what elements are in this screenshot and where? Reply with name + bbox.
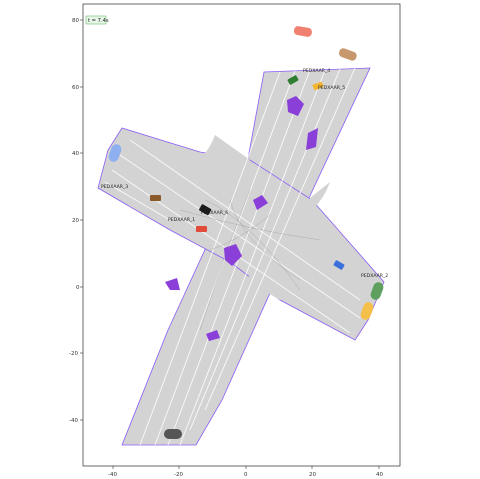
- crosswalk-blob-upper-right: [306, 128, 318, 150]
- x-axis: -40 -20 0 20 40: [108, 466, 383, 478]
- vehicle-red-car-center: [196, 226, 207, 232]
- x-tick-label: 20: [309, 472, 316, 478]
- y-tick-label: -20: [69, 351, 78, 357]
- road-fillet-nw: [180, 135, 250, 182]
- time-badge-text: t = 7.4s: [88, 18, 109, 24]
- y-tick-label: 60: [72, 85, 79, 91]
- crosswalk-blob-left: [165, 278, 180, 290]
- pedestrian-areas: [165, 96, 318, 341]
- y-tick-label: 20: [72, 218, 79, 224]
- agent-label-ped-1: PEDXAAR_1: [168, 217, 195, 223]
- agent-label-ped-2: PEDXAAR_2: [361, 273, 388, 279]
- crosswalk-blob-bottom: [206, 330, 220, 341]
- time-badge-box: [85, 15, 107, 25]
- vehicle-green-car-top: [287, 75, 299, 85]
- road-fillet-ne: [300, 182, 330, 220]
- x-tick-label: 40: [376, 472, 383, 478]
- vehicle-orange-car-top: [293, 26, 312, 37]
- crosswalk-blob-top: [287, 96, 304, 116]
- y-axis: 80 60 40 20 0 -20 -40: [69, 18, 83, 424]
- y-tick-label: 80: [72, 18, 79, 24]
- agent-label-ped-3: PEDXAAR_3: [101, 184, 128, 190]
- vehicle-yellow-car-top: [312, 81, 324, 91]
- vehicle-blue-car-right: [333, 260, 345, 270]
- agent-label-ped-4: PEDXAAR_4: [303, 68, 330, 74]
- x-tick-label: -20: [174, 472, 183, 478]
- road-network: [97, 67, 385, 446]
- crosswalk-blob-mid-left: [224, 244, 242, 266]
- vehicle-gray-car-bottom: [164, 429, 182, 439]
- y-tick-label: 40: [72, 151, 79, 157]
- vehicle-tan-car-top-right: [338, 48, 357, 61]
- vehicle-black-car-center: [199, 204, 212, 216]
- crosswalk-blob-center: [253, 195, 268, 210]
- y-tick-label: -40: [69, 418, 78, 424]
- agent-label-ped-6: PEDXAAR_6: [201, 210, 228, 216]
- vehicle-blue-car-left: [108, 144, 122, 162]
- vehicle-green-car-right: [370, 282, 384, 300]
- x-tick-label: -40: [108, 472, 117, 478]
- vehicle-brown-car-left: [150, 195, 161, 201]
- vehicles: [108, 26, 384, 439]
- road-fillet-sw: [205, 285, 262, 320]
- y-tick-label: 0: [76, 285, 80, 291]
- vehicle-yellow-car-right: [360, 302, 374, 320]
- agent-label-ped-5: PEDXAAR_5: [318, 85, 345, 91]
- agent-labels: PEDXAAR_4 PEDXAAR_5 PEDXAAR_3 PEDXAAR_6 …: [101, 68, 388, 279]
- x-tick-label: 0: [244, 472, 248, 478]
